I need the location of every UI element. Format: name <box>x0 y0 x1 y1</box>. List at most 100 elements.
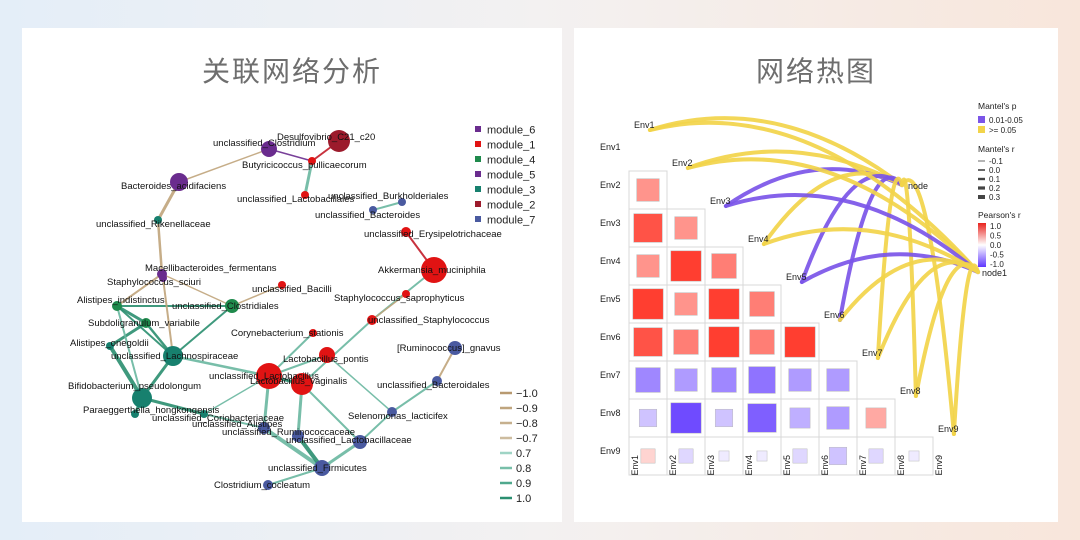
edge-legend-label: −0.8 <box>516 418 538 430</box>
network-edge <box>115 304 148 325</box>
column-label: Env1 <box>630 455 640 476</box>
network-node <box>367 315 377 325</box>
network-node <box>432 376 442 386</box>
module-legend: module_6 module_1 module_4 module_5 module_3… <box>475 125 535 227</box>
row-label: Env3 <box>600 218 621 228</box>
heatmap-cell <box>633 327 663 357</box>
edge-legend-label: 0.8 <box>516 463 531 475</box>
heatmap-cell <box>749 291 775 317</box>
network-title: 关联网络分析 <box>201 55 382 88</box>
mantel-link <box>837 175 904 322</box>
network-node-label: Subdoligranulum_variabile <box>88 318 200 329</box>
network-node <box>369 206 377 214</box>
node-label: node <box>908 181 928 191</box>
network-node <box>200 410 208 418</box>
column-label: Env7 <box>858 455 868 476</box>
network-node <box>258 422 270 434</box>
network-node-label: unclassified_Alistipes <box>192 419 283 430</box>
heatmap-cell <box>756 450 768 462</box>
network-node-label: Bacteroides_acidifaciens <box>121 181 226 192</box>
mantel-link <box>900 177 918 398</box>
row-label: Env2 <box>600 180 621 190</box>
network-node <box>106 342 114 350</box>
heatmap-cell <box>636 178 660 202</box>
heatmap-cell <box>718 450 730 462</box>
legend-swatch <box>475 186 481 192</box>
pearson-tick: -1.0 <box>990 260 1004 269</box>
heatmap-cell <box>670 250 702 282</box>
diagonal-label: Env2 <box>672 158 693 168</box>
network-node-label: Staphylococcus_saprophyticus <box>334 293 465 304</box>
mantel-r-label: 0.0 <box>989 166 1001 175</box>
network-edge <box>359 411 393 443</box>
row-label: Env4 <box>600 256 621 266</box>
network-node <box>170 173 188 191</box>
diagonal-label: Env7 <box>862 348 883 358</box>
network-node <box>263 480 273 490</box>
heatmap-cell <box>640 448 656 464</box>
heatmap-cell <box>674 368 698 392</box>
network-node-label: Staphylococcus_sciuri <box>107 277 201 288</box>
mantel-link <box>761 227 980 274</box>
mantel-r-label: 0.1 <box>989 175 1001 184</box>
network-node-label: Akkermansia_muciniphila <box>378 265 486 276</box>
heatmap-chart: Env1 Env1 Env1 Env2 Env2 Env2 Env3 Env3 Env3 Env4… <box>600 101 1023 476</box>
pearson-tick: 0.5 <box>990 232 1002 241</box>
network-node-label: unclassified_Bacteroides <box>315 210 420 221</box>
diagonal-label: Env1 <box>634 120 655 130</box>
network-node <box>319 347 335 363</box>
legend-swatch <box>475 201 481 207</box>
row-label: Env8 <box>600 408 621 418</box>
network-panel: 关联网络分析 unclassified_Clostridium Desulfovi… <box>22 28 562 522</box>
network-node <box>292 430 304 442</box>
diagonal-label: Env9 <box>938 424 959 434</box>
column-label: Env3 <box>706 455 716 476</box>
heatmap-cell <box>678 448 694 464</box>
network-node-label: unclassified_Erysipelotrichaceae <box>364 229 502 240</box>
heatmap-cell <box>708 326 740 358</box>
heatmap-cell <box>636 254 660 278</box>
network-edge <box>301 383 361 443</box>
network-node <box>291 373 313 395</box>
pearson-tick: 1.0 <box>990 222 1002 231</box>
row-label: Env1 <box>600 142 621 152</box>
network-edge <box>303 159 314 197</box>
heatmap-cell-frame <box>856 398 896 438</box>
heatmap-panel: 网络热图 Env1 Env1 Env1 Env2 Env2 Env2 Env3 Env3 Env… <box>574 28 1058 522</box>
heatmap-cell <box>674 292 698 316</box>
network-edge <box>372 201 403 211</box>
column-label: Env4 <box>744 455 754 476</box>
edge-legend-label: −0.7 <box>516 433 538 445</box>
network-node-label: unclassified_Clostridiales <box>172 301 279 312</box>
network-node <box>261 141 277 157</box>
network-edge <box>301 319 373 385</box>
heatmap-title: 网络热图 <box>755 55 876 88</box>
network-node <box>309 329 317 337</box>
heatmap-cell <box>865 407 887 429</box>
edge-legend-label: 0.7 <box>516 448 531 460</box>
mantel-p-swatch <box>978 126 985 133</box>
mantel-link <box>647 120 980 274</box>
network-node-label: Macellibacteroides_fermentans <box>145 263 277 274</box>
network-node-label: unclassified_Clostridium <box>213 138 316 149</box>
mantel-r-label: -0.1 <box>989 157 1003 166</box>
mantel-link <box>951 263 980 436</box>
heatmap-cell <box>828 446 848 466</box>
column-label: Env9 <box>934 455 944 476</box>
heatmap-cell <box>784 326 816 358</box>
network-edge <box>161 273 233 307</box>
network-edge <box>391 380 438 413</box>
network-node <box>314 460 330 476</box>
column-label: Env6 <box>820 455 830 476</box>
mantel-link <box>685 149 904 187</box>
diagonal-label: Env3 <box>710 196 731 206</box>
edge-legend-label: 1.0 <box>516 493 531 505</box>
mantel-r-label: 0.2 <box>989 184 1001 193</box>
network-node-label: unclassified_Bacilli <box>252 284 332 295</box>
network-node <box>278 281 286 289</box>
row-label: Env9 <box>600 446 621 456</box>
network-node-label: Alistipes_indistinctus <box>77 295 165 306</box>
network-node <box>353 435 367 449</box>
network-node-label: Bifidobacterium_pseudolongum <box>68 381 201 392</box>
network-edge <box>116 305 143 399</box>
